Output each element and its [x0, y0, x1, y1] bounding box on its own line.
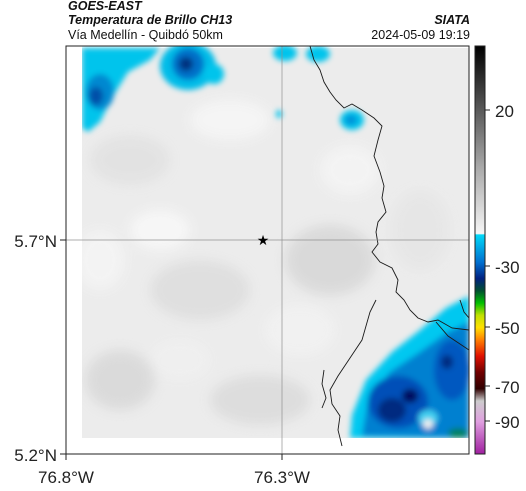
lon-label-76-8: 76.8°W	[38, 468, 94, 487]
colorbar-tick-minus70: -70	[495, 378, 520, 397]
lat-label-5-7: 5.7°N	[14, 232, 57, 251]
colorbar-tick-minus30: -30	[495, 258, 520, 277]
datetime-label: 2024-05-09 19:19	[371, 28, 470, 42]
brightness-temperature-field	[66, 46, 469, 454]
map-frame	[65, 45, 470, 455]
map-subtitle: Vía Medellín - Quibdó 50km	[68, 28, 223, 42]
colorbar-tick-minus50: -50	[495, 319, 520, 338]
colorbar-tick-20: 20	[495, 102, 514, 121]
location-star-icon: ★	[257, 232, 270, 248]
source-label: SIATA	[434, 13, 470, 27]
cloud-cluster-southeast	[350, 296, 469, 438]
product-title: Temperatura de Brillo CH13	[68, 13, 233, 27]
colorbar: 20 -30 -50 -70 -90	[474, 45, 520, 455]
lon-label-76-3: 76.3°W	[254, 468, 310, 487]
lat-label-5-2: 5.2°N	[14, 446, 57, 465]
cloud-cluster-north	[82, 46, 364, 132]
satellite-title: GOES-EAST	[68, 0, 142, 13]
colorbar-tick-minus90: -90	[495, 413, 520, 432]
coastline-border	[309, 46, 469, 447]
